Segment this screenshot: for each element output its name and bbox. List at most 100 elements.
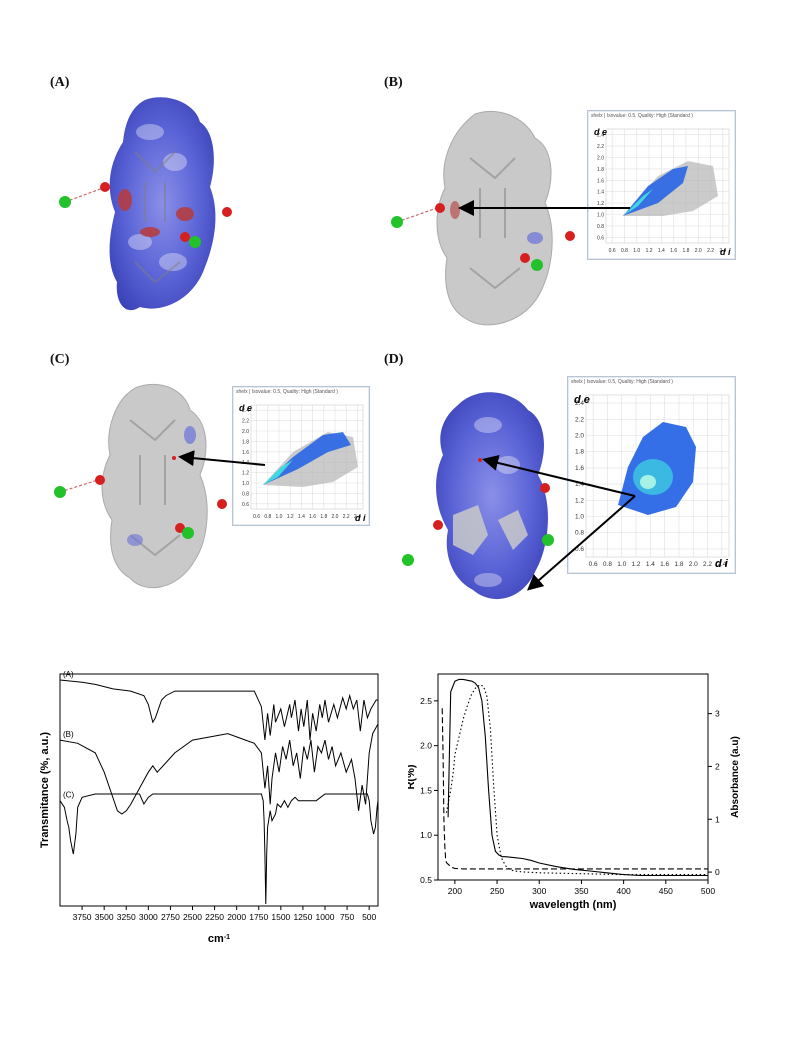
ftir-xtick-label: 1000 <box>316 912 335 922</box>
fp-ytick: 2.0 <box>575 433 584 440</box>
fp-xtick: 0.6 <box>609 248 616 254</box>
fingerprint-plot-d: shelx | Isovalue: 0.5, Quality: High (St… <box>567 376 736 574</box>
fp-xtick: 1.2 <box>646 248 653 254</box>
fp-ytick: 2.4 <box>242 408 249 414</box>
svg-text:d e: d e <box>239 403 252 413</box>
fingerprint-chart-d: 0.6 2.4 0.8 2.2 1.0 2.0 1.2 1.8 1.4 1.6 1.6 1.4 1.8 1… <box>574 394 730 570</box>
fp-ytick: 1.6 <box>575 465 584 472</box>
uvvis-xtick-label: 300 <box>532 886 546 896</box>
arrow-d <box>482 455 636 591</box>
fp-xtick: 1.6 <box>670 248 677 254</box>
uvvis-xtick-label: 450 <box>659 886 673 896</box>
ftir-xtick-label: 750 <box>340 912 354 922</box>
fp-ytick: 2.2 <box>242 419 249 425</box>
ftir-xtick-label: 3250 <box>117 912 136 922</box>
fp-ytick: 0.6 <box>597 235 604 241</box>
fp-xtick: 0.8 <box>264 514 271 520</box>
uvvis-xtick-label: 200 <box>448 886 462 896</box>
fp-ytick: 2.0 <box>597 156 604 162</box>
ftir-chart: (A) (B) (C) 3750 3500 3250 3000 2750 2500 2250 20… <box>40 670 379 945</box>
fp-xtick: 2.4 <box>717 561 726 568</box>
de-label: d e <box>594 127 607 137</box>
fp-xtick: 2.4 <box>719 248 726 254</box>
fp-xtick: 0.6 <box>253 514 260 520</box>
fp-ytick: 0.8 <box>597 224 604 230</box>
fp-ytick: 2.2 <box>575 416 584 423</box>
uvvis-series-solid <box>447 678 708 877</box>
uvvis-chart: 200 250 300 350 400 450 500 0.5 1.0 1.5 2.0 2.5 0 1… <box>408 673 741 911</box>
uvvis-xtick-label: 250 <box>490 886 504 896</box>
fp-xtick: 1.8 <box>674 561 683 568</box>
hirshfeld-surface-a <box>59 97 232 311</box>
fp-xtick: 1.6 <box>660 561 669 568</box>
fingerprint-chart-c: 0.62.40.82.21.02.01.21.81.41.61.61.41.81… <box>239 403 366 523</box>
fingerprint-plot-c: shelx | Isovalue: 0.5, Quality: High (St… <box>232 386 370 526</box>
fp-ytick: 2.4 <box>575 400 584 407</box>
uvvis-xtick-label: 350 <box>574 886 588 896</box>
chlorine-atom-icon <box>59 196 71 208</box>
fp-xtick: 1.2 <box>632 561 641 568</box>
uvvis-series-dotted <box>445 684 708 876</box>
ftir-series-label: (C) <box>63 791 74 800</box>
ftir-ylabel: Transmitance (%, a.u.) <box>40 732 51 848</box>
ftir-xtick-label: 1250 <box>293 912 312 922</box>
fp-xtick: 1.8 <box>682 248 689 254</box>
fp-xtick: 1.4 <box>658 248 665 254</box>
uvvis-ylabel: R(%) <box>408 764 417 789</box>
fp-ytick: 1.4 <box>597 190 604 196</box>
arrow-c <box>178 450 266 467</box>
uvvis-ytick-label: 1.5 <box>420 785 432 795</box>
fp-xtick: 0.8 <box>603 561 612 568</box>
fp-xtick: 1.2 <box>287 514 294 520</box>
fp-ytick: 0.6 <box>242 502 249 508</box>
fp-ytick: 1.0 <box>575 514 584 521</box>
ftir-xtick-label: 2500 <box>183 912 202 922</box>
uvvis-frame <box>437 673 709 881</box>
fp-ytick: 2.0 <box>242 429 249 435</box>
fp-ytick: 1.2 <box>242 471 249 477</box>
fp-ytick: 1.8 <box>575 449 584 456</box>
fingerprint-title: shelx | Isovalue: 0.5, Quality: High (St… <box>571 379 673 385</box>
fingerprint-title: shelx | Isovalue: 0.5, Quality: High (St… <box>591 113 693 119</box>
hirshfeld-surface-b <box>391 110 575 326</box>
ftir-xtick-label: 500 <box>362 912 376 922</box>
panel-label-d: (D) <box>384 352 404 367</box>
fingerprint-title: shelx | Isovalue: 0.5, Quality: High (St… <box>236 389 338 395</box>
uvvis-series-dashed <box>441 708 708 870</box>
ftir-series-label: (B) <box>63 730 74 739</box>
uvvis-xtick-label: 400 <box>617 886 631 896</box>
arrow-b <box>458 200 630 216</box>
fp-xtick: 2.0 <box>689 561 698 568</box>
fp-xtick: 1.4 <box>646 561 655 568</box>
ftir-xtick-label: 2750 <box>161 912 180 922</box>
fp-xtick: 0.8 <box>621 248 628 254</box>
uvvis-xlabel: wavelength (nm) <box>529 899 617 911</box>
panel-label-a: (A) <box>50 75 70 90</box>
fp-xtick: 1.0 <box>617 561 626 568</box>
fp-ytick: 1.0 <box>597 213 604 219</box>
fp-xtick: 0.6 <box>589 561 598 568</box>
uvvis-y2tick-label: 2 <box>715 761 720 771</box>
fp-ytick: 1.6 <box>597 178 604 184</box>
fp-xtick: 1.6 <box>309 514 316 520</box>
fp-xtick: 2.2 <box>707 248 714 254</box>
fp-xtick: 2.4 <box>354 514 361 520</box>
ftir-series-0 <box>59 679 378 741</box>
fp-xtick: 2.2 <box>343 514 350 520</box>
svg-text:d i: d i <box>715 558 729 570</box>
uvvis-ytick-label: 2.5 <box>420 696 432 706</box>
fingerprint-chart-b: 0.6 2.4 0.8 2.2 1.0 2.0 1.2 1.8 1.4 1.6 1.6 1.4 1.8 1… <box>594 127 731 257</box>
uvvis-y2tick-label: 0 <box>715 867 720 877</box>
ftir-xtick-label: 2000 <box>227 912 246 922</box>
svg-text:d i: d i <box>355 513 366 523</box>
ftir-xtick-label: 1750 <box>249 912 268 922</box>
panel-label-c: (C) <box>50 352 70 367</box>
fp-ytick: 1.8 <box>597 167 604 173</box>
uvvis-ytick-label: 0.5 <box>420 875 432 885</box>
fp-ytick: 2.4 <box>597 133 604 139</box>
fp-xtick: 1.0 <box>633 248 640 254</box>
fp-xtick: 1.4 <box>298 514 305 520</box>
fp-ytick: 1.6 <box>242 450 249 456</box>
fp-ytick: 1.2 <box>575 497 584 504</box>
panel-label-b: (B) <box>384 75 403 90</box>
